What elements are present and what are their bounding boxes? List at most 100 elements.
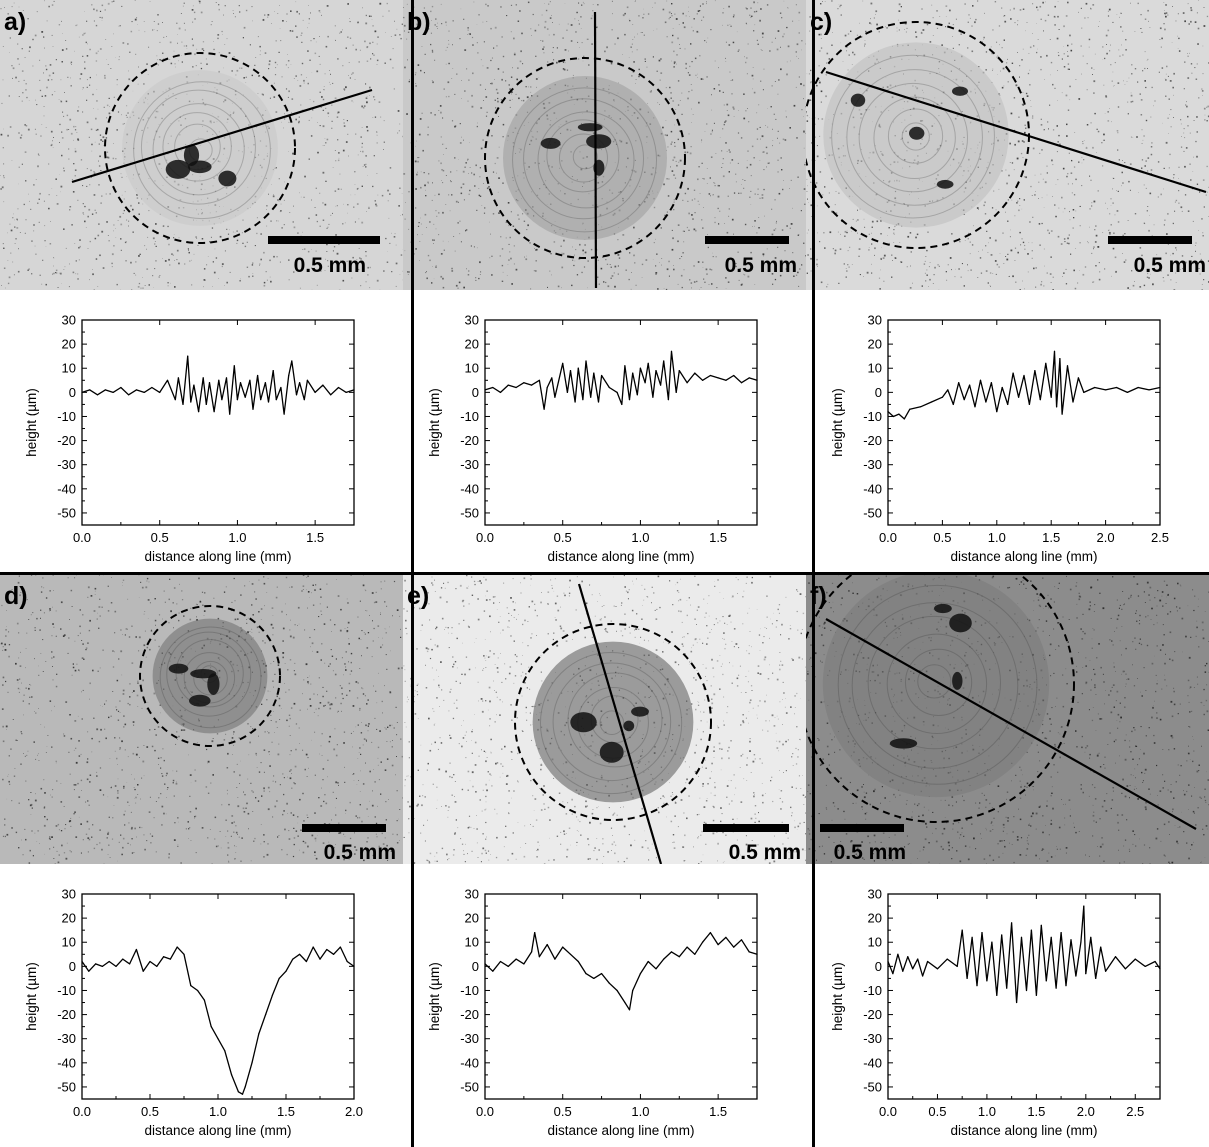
x-axis-label: distance along line (mm) [547, 549, 694, 564]
data-point [275, 399, 277, 401]
data-point [1020, 936, 1023, 938]
data-point [996, 411, 998, 413]
data-point [941, 396, 943, 398]
data-point [1012, 372, 1014, 374]
data-point [303, 399, 305, 401]
data-point [1144, 965, 1146, 967]
data-point [966, 977, 968, 979]
data-point [628, 399, 631, 401]
data-point [1053, 350, 1056, 352]
data-point [624, 365, 626, 367]
data-point [670, 951, 673, 953]
data-point [1083, 905, 1085, 907]
data-point [264, 382, 266, 384]
data-point [205, 403, 207, 405]
data-point [616, 989, 618, 992]
y-tick-label: -30 [57, 457, 76, 472]
y-tick-label: -50 [460, 1079, 479, 1094]
data-point [621, 403, 623, 405]
crater-ring [886, 633, 988, 735]
y-tick-label: 10 [868, 361, 882, 376]
data-point [1025, 989, 1028, 992]
data-point [299, 382, 301, 384]
data-point [272, 370, 274, 372]
x-tick-label: 1.5 [709, 1104, 727, 1119]
data-point [947, 389, 949, 391]
debris-particle [183, 144, 200, 166]
data-point [210, 1026, 212, 1028]
debris-particle [570, 712, 597, 733]
data-point [531, 384, 533, 386]
data-point [1056, 406, 1058, 408]
data-point [958, 382, 960, 384]
crater [823, 42, 1009, 228]
data-point [725, 936, 727, 938]
data-point [892, 415, 894, 418]
data-point [1066, 365, 1069, 367]
data-point [1035, 994, 1037, 996]
y-tick-label: -10 [863, 409, 882, 424]
y-tick-label: -30 [863, 1031, 882, 1046]
data-point [1115, 386, 1118, 389]
y-tick-label: 20 [868, 337, 882, 352]
y-tick-label: 20 [465, 911, 479, 926]
scale-bar-label: 0.5 mm [1134, 254, 1206, 277]
micrograph-e: 0.5 mme) [403, 574, 806, 864]
data-point [159, 391, 161, 393]
x-tick-label: 2.0 [345, 1104, 363, 1119]
x-tick-label: 2.5 [1126, 1104, 1144, 1119]
data-point [149, 960, 151, 963]
data-point [291, 360, 293, 362]
crater-ring [162, 112, 232, 182]
debris-particle [631, 706, 649, 717]
data-point [740, 382, 743, 384]
debris-particle [952, 86, 968, 96]
data-point [492, 970, 494, 972]
data-point [1040, 924, 1042, 926]
y-tick-label: -10 [57, 983, 76, 998]
data-point [981, 932, 983, 934]
micrograph-f: 0.5 mmf) [806, 574, 1209, 864]
data-point [996, 994, 998, 996]
data-point [670, 350, 673, 352]
crater-rim-dashed [139, 605, 281, 747]
y-tick-label: -50 [57, 1079, 76, 1094]
data-point [1050, 936, 1052, 938]
debris-particle [207, 673, 220, 695]
data-point [128, 394, 130, 396]
crater-ring [166, 631, 252, 717]
data-point [1001, 386, 1003, 389]
crater-ring [558, 133, 608, 183]
y-axis-label: height (µm) [24, 962, 39, 1031]
y-tick-label: -10 [863, 983, 882, 998]
data-point [174, 399, 176, 401]
data-point [678, 370, 680, 372]
crater [152, 618, 268, 734]
data-point [177, 377, 179, 379]
x-tick-label: 1.5 [709, 530, 727, 545]
data-point [345, 391, 347, 393]
data-point [104, 389, 106, 391]
data-point [582, 399, 584, 401]
data-point [176, 946, 178, 948]
y-tick-label: -10 [57, 409, 76, 424]
x-tick-label: 1.0 [631, 1104, 649, 1119]
data-point [499, 960, 502, 963]
x-tick-label: 1.0 [228, 530, 246, 545]
data-point [81, 391, 83, 393]
data-point [515, 958, 517, 960]
scale-bar-label: 0.5 mm [834, 841, 906, 864]
data-point [1114, 956, 1117, 958]
data-point [182, 403, 184, 405]
data-point [288, 374, 290, 377]
data-point [1124, 968, 1126, 970]
data-point [593, 977, 595, 979]
scale-bar-label: 0.5 mm [725, 254, 797, 277]
data-point [628, 1009, 631, 1011]
scale-bar-label: 0.5 mm [324, 841, 396, 864]
data-point [260, 399, 262, 401]
x-tick-label: 1.0 [988, 530, 1006, 545]
micrograph-d: 0.5 mm d) [0, 574, 403, 864]
data-point [898, 413, 900, 415]
data-point [531, 951, 533, 953]
